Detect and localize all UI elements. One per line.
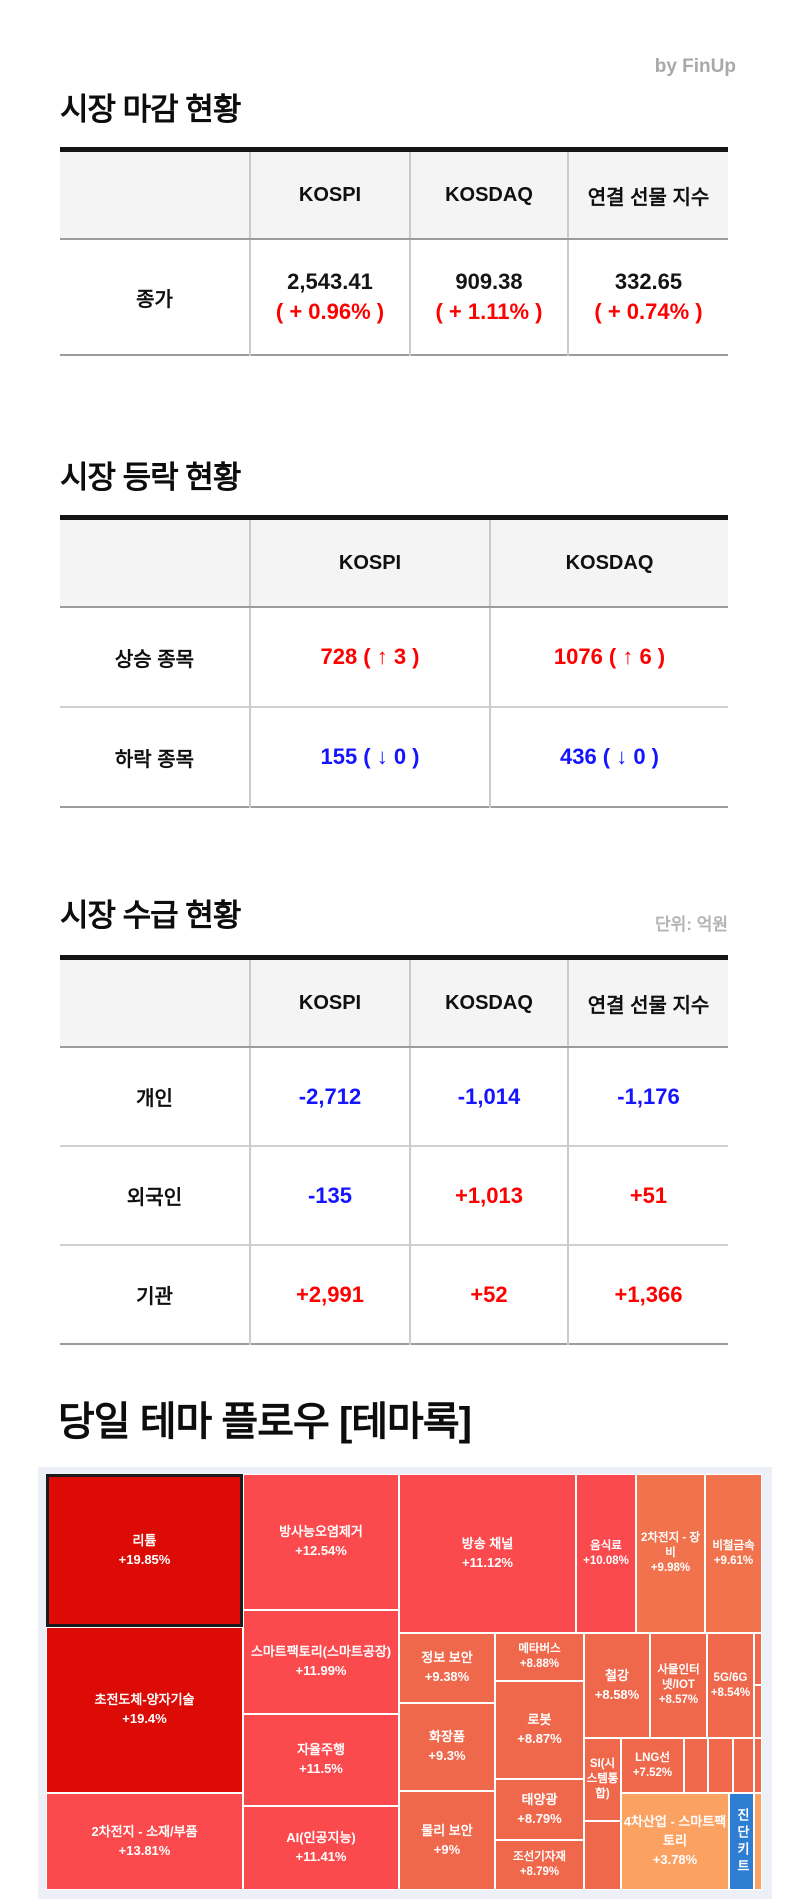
table-row: 기관 +2,991 +52 +1,366 — [60, 1244, 728, 1344]
treemap-cell-자율주행[interactable]: 자율주행 +11.5% — [243, 1714, 399, 1806]
value-cell: 909.38( + 1.11% ) — [409, 239, 568, 355]
column-header — [60, 149, 250, 240]
row-label: 종가 — [136, 288, 173, 311]
value-cell: -1,176 — [567, 1047, 728, 1146]
value-cell: +1,013 — [409, 1145, 568, 1245]
treemap-cell-2차전지 - 장비[interactable]: 2차전지 - 장비 +9.98% — [636, 1474, 705, 1633]
treemap-cell-초전도체-양자기술[interactable]: 초전도체-양자기술 +19.4% — [46, 1627, 243, 1793]
treemap-cell-blank[interactable] — [754, 1738, 762, 1793]
treemap-cell-5G/6G[interactable]: 5G/6G +8.54% — [707, 1633, 754, 1738]
treemap-layer: 리튬 +19.85% 초전도체-양자기술 +19.4% 2차전지 - 소재/부품 +13.… — [46, 1474, 762, 1890]
treemap-cell-blank[interactable] — [708, 1738, 733, 1793]
treemap-cell-정보 보안[interactable]: 정보 보안 +9.38% — [399, 1633, 495, 1703]
treemap-cell-철강[interactable]: 철강 +8.58% — [584, 1633, 650, 1738]
treemap-cell-blank[interactable] — [684, 1738, 708, 1793]
column-header — [60, 517, 250, 608]
column-header: KOSDAQ — [409, 957, 568, 1048]
treemap-cell-blank[interactable] — [754, 1633, 762, 1685]
column-header: KOSPI — [249, 957, 410, 1048]
treemap-cell-blank[interactable] — [754, 1793, 762, 1890]
section-advance-decline: 시장 등락 현황 KOSPI KOSDAQ 상승 종목 728 ( ↑ 3 ) 1076… — [0, 452, 800, 808]
treemap-cell-태양광[interactable]: 태양광 +8.79% — [495, 1779, 584, 1840]
value-cell: 332.65( + 0.74% ) — [567, 239, 728, 355]
treemap-cell-방사능오염제거[interactable]: 방사능오염제거 +12.54% — [243, 1474, 399, 1610]
value-cell: -1,014 — [409, 1047, 568, 1146]
treemap-cell-조선기자재[interactable]: 조선기자재 +8.79% — [495, 1840, 584, 1890]
market-close-title: 시장 마감 현황 — [60, 92, 241, 127]
treemap-cell-물리 보안[interactable]: 물리 보안 +9% — [399, 1791, 495, 1890]
row-label: 외국인 — [60, 1145, 250, 1245]
value-cell: +52 — [409, 1244, 568, 1344]
row-label: 하락 종목 — [60, 706, 250, 807]
treemap-cell-비철금속[interactable]: 비철금속 +9.61% — [705, 1474, 762, 1633]
table-row: 하락 종목 155 ( ↓ 0 ) 436 ( ↓ 0 ) — [60, 706, 728, 807]
treemap-cell-AI(인공지능)[interactable]: AI(인공지능) +11.41% — [243, 1806, 399, 1890]
treemap-cell-메타버스[interactable]: 메타버스 +8.88% — [495, 1633, 584, 1681]
value-cell: 436 ( ↓ 0 ) — [489, 706, 728, 807]
treemap-cell-blank[interactable] — [733, 1738, 754, 1793]
column-header: KOSDAQ — [489, 517, 728, 608]
column-header — [60, 957, 250, 1048]
treemap-cell-사물인터넷/IOT[interactable]: 사물인터넷/IOT +8.57% — [650, 1633, 707, 1738]
column-header: 연결 선물 지수 — [567, 957, 728, 1048]
value-cell: +1,366 — [567, 1244, 728, 1344]
treemap-cell-LNG선[interactable]: LNG선 +7.52% — [621, 1738, 684, 1793]
value-cell: 1076 ( ↑ 6 ) — [489, 607, 728, 707]
table-row: 상승 종목 728 ( ↑ 3 ) 1076 ( ↑ 6 ) — [60, 607, 728, 707]
supply-demand-title: 시장 수급 현황 — [60, 898, 241, 933]
supply-demand-header: 시장 수급 현황 단위: 억원 — [60, 890, 728, 935]
treemap-cell-로봇[interactable]: 로봇 +8.87% — [495, 1681, 584, 1779]
column-header: KOSPI — [249, 517, 490, 608]
column-header: KOSPI — [249, 149, 410, 240]
byline-watermark: by FinUp — [654, 56, 736, 77]
value-cell: -135 — [249, 1145, 410, 1245]
advance-decline-title: 시장 등락 현황 — [60, 460, 241, 495]
table-row: 외국인 -135 +1,013 +51 — [60, 1145, 728, 1245]
value-cell: +2,991 — [249, 1244, 410, 1344]
treemap-cell-2차전지 - 소재/부품[interactable]: 2차전지 - 소재/부품 +13.81% — [46, 1793, 243, 1890]
treemap-cell-방송 채널[interactable]: 방송 채널 +11.12% — [399, 1474, 576, 1633]
treemap-cell-음식료[interactable]: 음식료 +10.08% — [576, 1474, 636, 1633]
value-cell: 155 ( ↓ 0 ) — [249, 706, 490, 807]
treemap-cell-진단키트[interactable]: 진단키트 — [729, 1793, 754, 1890]
treemap-cell-blank[interactable] — [584, 1821, 621, 1890]
value-cell: -2,712 — [249, 1047, 410, 1146]
value-cell: +51 — [567, 1145, 728, 1245]
treemap-cell-리튬[interactable]: 리튬 +19.85% — [46, 1474, 243, 1627]
row-label: 상승 종목 — [114, 648, 195, 671]
advance-decline-table: KOSPI KOSDAQ 상승 종목 728 ( ↑ 3 ) 1076 ( ↑ 6 ) 하… — [60, 515, 728, 808]
treemap-cell-화장품[interactable]: 화장품 +9.3% — [399, 1703, 495, 1791]
treemap-cell-스마트팩토리(스마트공장)[interactable]: 스마트팩토리(스마트공장) +11.99% — [243, 1610, 399, 1714]
column-header: KOSDAQ — [409, 149, 568, 240]
table-row: 개인 -2,712 -1,014 -1,176 — [60, 1047, 728, 1146]
column-header: 연결 선물 지수 — [567, 149, 728, 240]
row-label: 개인 — [136, 1088, 173, 1110]
treemap-cell-4차산업 - 스마트팩토리[interactable]: 4차산업 - 스마트팩토리 +3.78% — [621, 1793, 729, 1890]
table-row: 종가 2,543.41( + 0.96% ) 909.38( + 1.11% ) 33… — [60, 239, 728, 355]
treemap-cell-SI(시스템통합)[interactable]: SI(시스템통합) — [584, 1738, 621, 1821]
supply-demand-table: KOSPI KOSDAQ 연결 선물 지수 개인 -2,712 -1,014 -1,176 외… — [60, 955, 728, 1345]
treemap-cell-blank[interactable] — [754, 1685, 762, 1738]
section-theme-flow: 당일 테마 플로우 [테마록] 리튬 +19.85% 초전도체-양자기술 +19.4%… — [0, 1389, 800, 1899]
row-label: 기관 — [60, 1244, 250, 1344]
value-cell: 728 ( ↑ 3 ) — [249, 607, 490, 707]
theme-treemap: 리튬 +19.85% 초전도체-양자기술 +19.4% 2차전지 - 소재/부품 +13.… — [38, 1467, 772, 1899]
value-cell: 2,543.41( + 0.96% ) — [249, 239, 410, 355]
theme-flow-title: 당일 테마 플로우 [테마록] — [58, 1400, 472, 1444]
unit-note: 단위: 억원 — [655, 915, 728, 934]
